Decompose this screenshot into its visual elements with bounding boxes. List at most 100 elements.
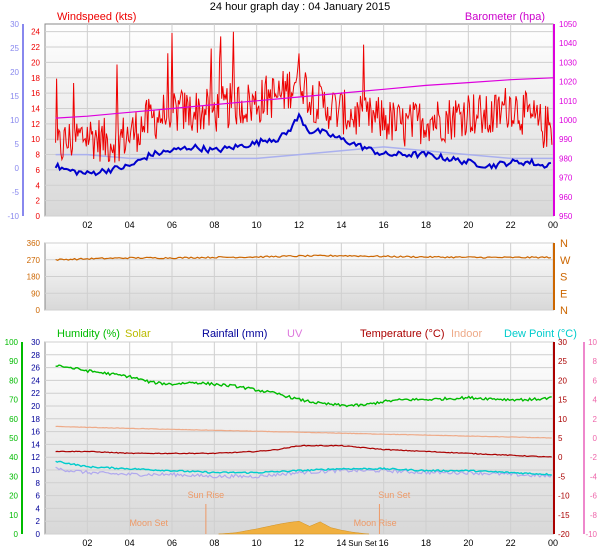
sunrise-label: Sun Rise — [188, 490, 225, 500]
humidity-tick-label: 10 — [9, 511, 18, 520]
barometer-tick-label: 960 — [559, 193, 573, 202]
windspeed-tick-label: 10 — [31, 135, 40, 144]
x-tick-label: 04 — [125, 220, 135, 230]
temperature-tick-label: -20 — [558, 530, 570, 539]
rainfall-tick-label: 26 — [31, 364, 40, 373]
humidity-series — [55, 364, 552, 408]
outer-left-tick-label: 15 — [10, 92, 19, 101]
windspeed-average-series — [54, 111, 552, 177]
humidity-tick-label: 50 — [9, 434, 18, 443]
compass-label: E — [560, 288, 567, 300]
windspeed-tick-label: 18 — [31, 74, 40, 83]
rainfall-tick-label: 0 — [36, 530, 41, 539]
rainfall-tick-label: 24 — [31, 376, 40, 385]
outer-left-tick-label: 20 — [10, 68, 19, 77]
temperature-series — [55, 444, 552, 458]
x-tick-label: 08 — [209, 538, 219, 548]
outer-right-tick-label: -10 — [585, 530, 597, 539]
legend-item: Indoor — [451, 328, 483, 340]
barometer-tick-label: 970 — [559, 174, 573, 183]
rainfall-tick-label: 10 — [31, 466, 40, 475]
x-tick-label: 10 — [252, 220, 262, 230]
annotations: Sun Rise Sun Set Moon Set Moon Rise Sun Set — [129, 490, 410, 548]
temperature-tick-label: 25 — [558, 357, 567, 366]
x-tick-label: 06 — [167, 220, 177, 230]
outer-left-tick-label: 10 — [10, 116, 19, 125]
compass-label: N — [560, 238, 568, 250]
windspeed-series — [55, 31, 553, 163]
legend-item: Temperature (°C) — [360, 328, 444, 340]
windspeed-tick-label: 12 — [31, 120, 40, 129]
wind-direction-series — [55, 254, 552, 261]
compass-label: N — [560, 305, 568, 317]
x-tick-label: 22 — [506, 220, 516, 230]
temperature-tick-label: 0 — [558, 453, 563, 462]
windspeed-tick-label: 14 — [31, 104, 40, 113]
barometer-axis-title: Barometer (hpa) — [465, 11, 545, 23]
barometer-tick-label: 1030 — [559, 58, 577, 67]
humidity-tick-label: 30 — [9, 472, 18, 481]
temperature-tick-label: -10 — [558, 492, 570, 501]
x-tick-label: 18 — [421, 220, 431, 230]
x-tick-label: 18 — [421, 538, 431, 548]
direction-tick-label: 0 — [36, 306, 41, 315]
barometer-tick-label: 990 — [559, 135, 573, 144]
x-tick-label: 10 — [252, 538, 262, 548]
temperature-tick-label: 20 — [558, 376, 567, 385]
compass-label: S — [560, 272, 567, 284]
outer-left-tick-label: 0 — [15, 164, 20, 173]
rainfall-tick-label: 28 — [31, 351, 40, 360]
x-tick-label: 16 — [379, 220, 389, 230]
outer-right-tick-label: -2 — [590, 453, 598, 462]
rainfall-tick-label: 14 — [31, 440, 40, 449]
rainfall-tick-label: 4 — [36, 504, 41, 513]
rainfall-tick-label: 30 — [31, 338, 40, 347]
humidity-tick-label: 100 — [5, 338, 19, 347]
barometer-tick-label: 1000 — [559, 116, 577, 125]
direction-tick-label: 180 — [27, 273, 41, 282]
sunset-label: Sun Set — [378, 490, 411, 500]
rainfall-tick-label: 22 — [31, 389, 40, 398]
rainfall-tick-label: 20 — [31, 402, 40, 411]
x-tick-label: 20 — [463, 538, 473, 548]
humidity-tick-label: 90 — [9, 357, 18, 366]
barometer-series — [55, 77, 554, 119]
barometer-tick-label: 980 — [559, 154, 573, 163]
dewpoint-series — [55, 460, 552, 476]
compass-label: W — [560, 255, 571, 267]
rainfall-tick-label: 6 — [36, 492, 41, 501]
outer-right-tick-label: 6 — [593, 376, 598, 385]
humidity-tick-label: 80 — [9, 376, 18, 385]
x-tick-label: 08 — [209, 220, 219, 230]
windspeed-tick-label: 22 — [31, 43, 40, 52]
rainfall-tick-label: 12 — [31, 453, 40, 462]
outer-right-tick-label: 4 — [593, 396, 598, 405]
outer-right-tick-label: -6 — [590, 492, 598, 501]
barometer-tick-label: 1040 — [559, 39, 577, 48]
x-tick-label: 16 — [379, 538, 389, 548]
windspeed-tick-label: 24 — [31, 28, 40, 37]
direction-tick-label: 270 — [27, 256, 41, 265]
temperature-tick-label: -5 — [558, 472, 566, 481]
outer-right-tick-label: 10 — [588, 338, 597, 347]
x-tick-label: 22 — [506, 538, 516, 548]
outer-left-tick-label: -10 — [7, 212, 19, 221]
windspeed-axis-title: Windspeed (kts) — [57, 11, 136, 23]
outer-left-tick-label: 30 — [10, 20, 19, 29]
humidity-tick-label: 20 — [9, 492, 18, 501]
barometer-tick-label: 1050 — [559, 20, 577, 29]
legend-item: Rainfall (mm) — [202, 328, 267, 340]
sunset-bottom-label: Sun Set — [348, 539, 377, 548]
x-tick-label: 14 — [336, 220, 346, 230]
x-tick-label: 02 — [82, 538, 92, 548]
temperature-tick-label: -15 — [558, 511, 570, 520]
rainfall-tick-label: 8 — [36, 479, 41, 488]
windspeed-tick-label: 6 — [36, 166, 41, 175]
windspeed-tick-label: 8 — [36, 151, 41, 160]
solar-area — [218, 520, 369, 535]
humidity-tick-label: 70 — [9, 396, 18, 405]
humidity-tick-label: 60 — [9, 415, 18, 424]
barometer-tick-label: 1020 — [559, 78, 577, 87]
